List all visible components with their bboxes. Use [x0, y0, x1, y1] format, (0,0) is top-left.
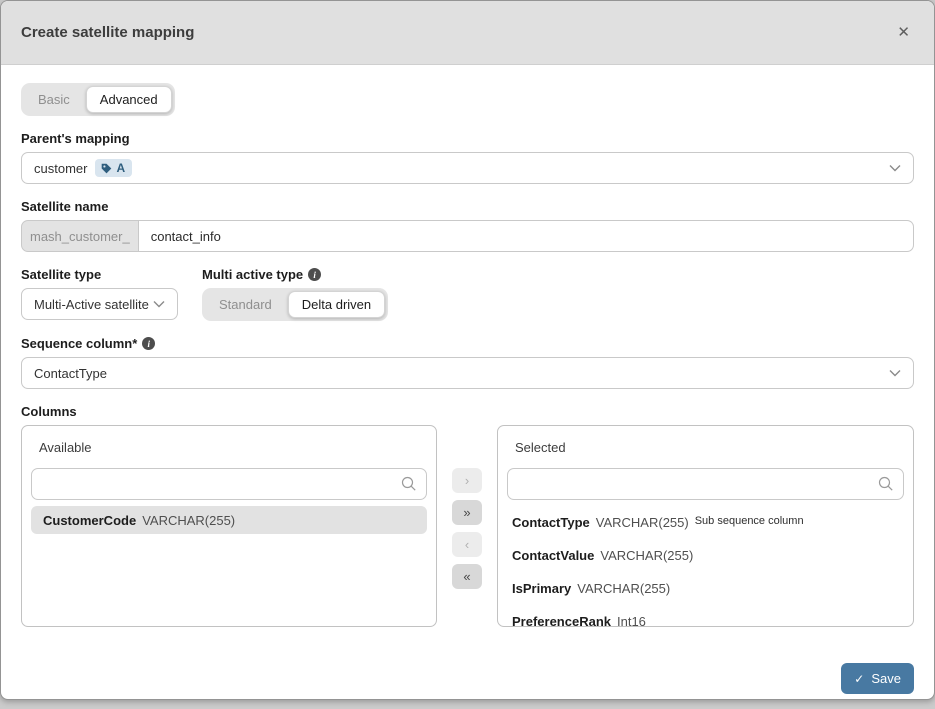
info-icon: i	[308, 268, 322, 281]
sequence-column-label: Sequence column* i	[21, 336, 914, 351]
satellite-type-field: Satellite type Multi-Active satellite	[21, 252, 178, 320]
sequence-column-select[interactable]: ContactType	[21, 357, 914, 389]
list-item[interactable]: PreferenceRank Int16	[507, 605, 904, 627]
selected-search	[507, 468, 904, 500]
column-note: Sub sequence column	[694, 515, 804, 527]
column-type: VARCHAR(255)	[577, 581, 671, 596]
transfer-buttons: › » ‹ «	[437, 425, 497, 627]
column-name: IsPrimary	[512, 581, 572, 596]
column-type: VARCHAR(255)	[595, 515, 689, 530]
columns-label: Columns	[21, 404, 77, 419]
move-all-left-button[interactable]: «	[452, 564, 482, 589]
column-type: VARCHAR(255)	[600, 548, 694, 563]
satellite-name-label: Satellite name	[21, 199, 109, 214]
available-columns-panel: Available CustomerCode VARCHAR(255)	[21, 425, 437, 627]
tab-basic[interactable]: Basic	[24, 86, 84, 113]
list-item[interactable]: CustomerCode VARCHAR(255)	[31, 506, 427, 534]
search-icon	[878, 476, 894, 497]
column-type: Int16	[617, 614, 646, 627]
selected-search-input[interactable]	[507, 468, 904, 500]
tag-icon	[102, 163, 112, 173]
parent-mapping-select[interactable]: customer A	[21, 152, 914, 184]
satellite-name-input[interactable]	[138, 220, 914, 252]
column-name: ContactType	[512, 515, 590, 530]
search-icon	[401, 476, 417, 497]
chevron-down-icon	[889, 369, 901, 377]
mode-tabs: Basic Advanced	[21, 83, 175, 116]
satellite-name-prefix: mash_customer_	[21, 220, 139, 252]
info-icon: i	[142, 337, 156, 350]
available-search-input[interactable]	[31, 468, 427, 500]
available-panel-title: Available	[39, 440, 92, 455]
dialog-title: Create satellite mapping	[21, 24, 195, 41]
selected-columns-list: ContactType VARCHAR(255) Sub sequence colu…	[507, 506, 904, 627]
move-selected-right-button: ›	[452, 468, 482, 493]
multi-active-type-label-text: Multi active type	[202, 267, 304, 282]
selected-columns-panel: Selected ContactType VARCHAR(255) Sub sequ…	[497, 425, 914, 627]
available-search	[31, 468, 427, 500]
column-name: CustomerCode	[43, 512, 137, 528]
option-standard[interactable]: Standard	[205, 291, 286, 318]
sequence-column-value: ContactType	[34, 365, 107, 381]
satellite-type-select[interactable]: Multi-Active satellite	[21, 288, 178, 320]
parent-mapping-label: Parent's mapping	[21, 131, 130, 146]
mapping-tag-badge: A	[95, 159, 133, 177]
multi-active-type-toggle: Standard Delta driven	[202, 288, 389, 321]
satellite-type-value: Multi-Active satellite	[34, 296, 149, 312]
columns-transfer-widget: Available CustomerCode VARCHAR(255) ›» ‹ « …	[21, 425, 914, 627]
option-delta-driven[interactable]: Delta driven	[287, 291, 386, 318]
satellite-name-group: mash_customer_	[21, 220, 914, 252]
multi-active-type-label: Multi active type i	[202, 267, 388, 282]
multi-active-type-field: Multi active type i Standard Delta driven	[202, 252, 389, 321]
tab-advanced[interactable]: Advanced	[85, 86, 172, 113]
mapping-tag-text: A	[116, 161, 126, 175]
available-columns-list: CustomerCode VARCHAR(255)	[31, 506, 427, 534]
list-item[interactable]: ContactValue VARCHAR(255)	[507, 539, 904, 572]
column-name: ContactValue	[512, 548, 595, 563]
column-name: PreferenceRank	[512, 614, 611, 627]
dialog-header: Create satellite mapping ✕	[1, 1, 934, 65]
move-selected-left-button: ‹	[452, 532, 482, 557]
save-button[interactable]: ✓ Save	[841, 663, 914, 694]
chevron-down-icon	[153, 300, 165, 308]
check-icon: ✓	[854, 671, 865, 686]
sequence-column-label-text: Sequence column*	[21, 336, 138, 351]
save-button-label: Save	[871, 671, 901, 686]
list-item[interactable]: IsPrimary VARCHAR(255)	[507, 572, 904, 605]
dialog-footer: ✓ Save	[21, 663, 914, 694]
close-icon[interactable]: ✕	[897, 24, 910, 41]
move-all-right-button[interactable]: »	[452, 500, 482, 525]
parent-mapping-value: customer A	[34, 159, 133, 177]
list-item[interactable]: ContactType VARCHAR(255) Sub sequence colu…	[507, 506, 904, 539]
dialog-body: Basic Advanced Parent's mapping customer …	[1, 65, 934, 694]
column-type: VARCHAR(255)	[142, 512, 236, 528]
selected-panel-title: Selected	[515, 440, 566, 455]
satellite-type-label: Satellite type	[21, 267, 102, 282]
parent-mapping-text: customer	[34, 160, 88, 176]
chevron-down-icon	[889, 164, 901, 172]
